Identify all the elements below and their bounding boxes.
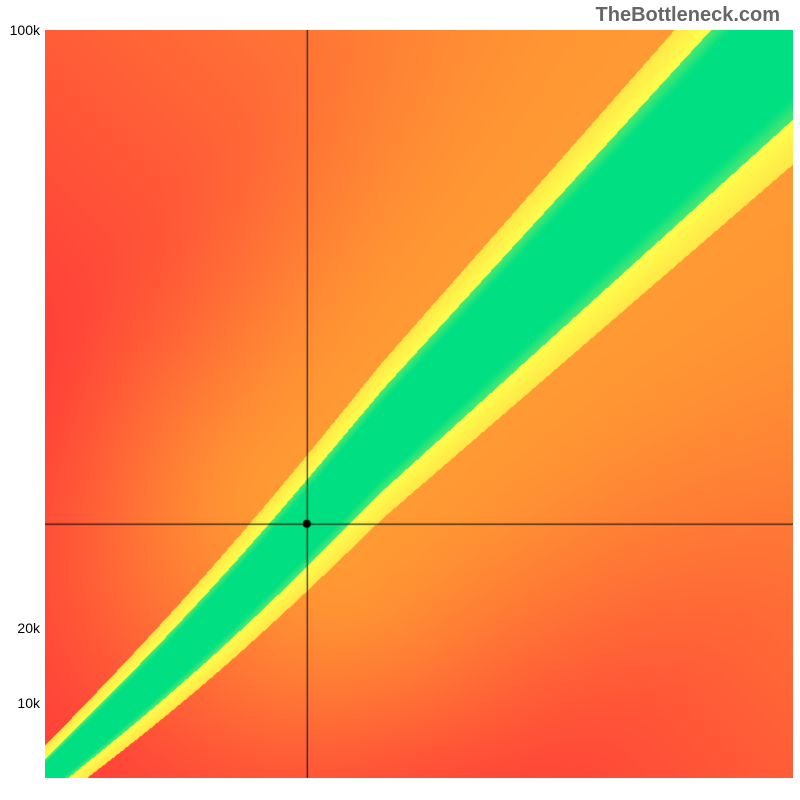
chart-container: { "source_label": "TheBottleneck.com", "…	[0, 0, 800, 800]
heatmap-canvas	[45, 30, 793, 778]
plot-area	[45, 30, 793, 778]
source-watermark: TheBottleneck.com	[596, 4, 780, 27]
y-tick-label: 100k	[0, 22, 40, 38]
y-tick-label: 10k	[0, 695, 40, 711]
y-tick-label: 20k	[0, 620, 40, 636]
